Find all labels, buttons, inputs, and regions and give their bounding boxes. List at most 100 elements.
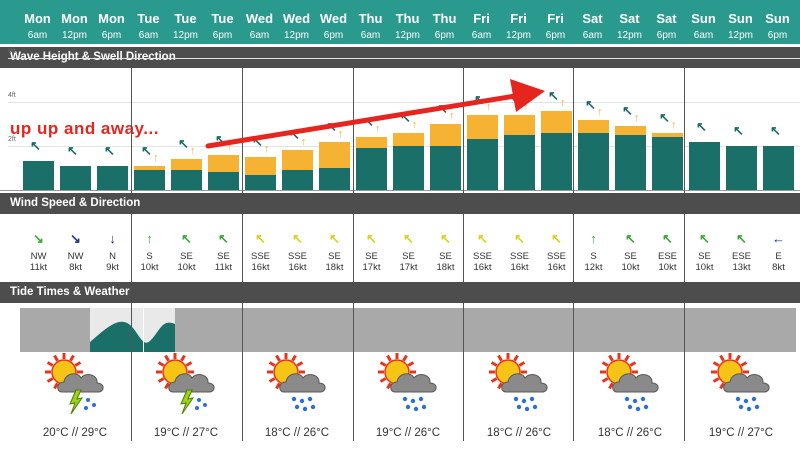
wind-wave-bar	[282, 150, 313, 171]
wind-arrow-icon: ↖	[662, 231, 673, 246]
swell-arrow-icon: ↖	[326, 118, 337, 134]
header-column: Fri 6am	[463, 0, 500, 44]
wind-arrow-icon: ↖	[551, 231, 562, 246]
swell-bar	[282, 170, 313, 190]
day-separator	[353, 214, 354, 282]
swell-bar	[97, 165, 128, 190]
header-time: 12pm	[616, 30, 642, 41]
header-time: 6am	[360, 30, 381, 41]
wind-direction: NW	[67, 251, 84, 262]
wind-wave-arrow-icon: ↑	[227, 140, 233, 153]
wind-wave-bar	[541, 110, 572, 133]
header-day: Sat	[656, 11, 677, 26]
wind-arrow-icon: ↖	[218, 231, 229, 246]
header-column: Thu 12pm	[389, 0, 426, 44]
day-separator	[684, 68, 685, 193]
wind-wave-arrow-icon: ↑	[375, 123, 381, 136]
wind-cell: ↖ SE 10kt	[687, 231, 722, 274]
swell-arrow-icon: ↖	[67, 142, 78, 158]
header-time: 6am	[582, 30, 603, 41]
day-separator	[463, 68, 464, 193]
swell-bar	[652, 137, 683, 190]
wind-direction: SE	[365, 251, 378, 262]
swell-arrow-icon: ↖	[770, 123, 781, 138]
wind-arrow-icon: ←	[772, 231, 785, 246]
swell-bar	[504, 135, 535, 190]
annotation-text: up up and away...	[10, 119, 159, 138]
swell-arrow-icon: ↖	[104, 142, 115, 158]
swell-arrow-icon: ↖	[511, 92, 522, 108]
wind-cell: ↖ SSE 16kt	[465, 232, 500, 274]
wind-speed: 10kt	[621, 262, 640, 273]
header-day: Mon	[24, 11, 51, 26]
swell-arrow-icon: ↖	[178, 136, 189, 152]
wind-wave-arrow-icon: ↑	[486, 101, 492, 114]
wind-wave-bar	[208, 154, 239, 173]
header-day: Mon	[61, 11, 88, 26]
swell-bar	[615, 135, 646, 190]
rain-icon	[267, 353, 326, 412]
wind-direction: SSE	[472, 251, 492, 262]
swell-arrow-icon: ↖	[215, 131, 226, 147]
wind-cell: ↘ NW 11kt	[21, 231, 56, 274]
swell-arrow-icon: ↖	[289, 127, 300, 143]
header-column: Tue 6pm	[204, 0, 241, 44]
wind-speed: 10kt	[140, 262, 159, 273]
header-column: Sun 6pm	[759, 0, 796, 44]
wind-arrow-icon: ↖	[292, 231, 303, 246]
wind-cell: ↖ ESE 13kt	[724, 232, 759, 274]
wind-direction: SE	[624, 251, 637, 262]
rain-icon	[489, 353, 548, 412]
header-column: Wed 12pm	[278, 0, 315, 44]
swell-bar	[430, 146, 461, 190]
header-column: Wed 6pm	[315, 0, 352, 44]
header-column: Sat 6pm	[648, 0, 685, 44]
wind-cell: ↘ NW 8kt	[58, 232, 93, 274]
y-axis-label: 4ft	[8, 92, 16, 99]
header-time: 6am	[138, 30, 159, 41]
swell-arrow-icon: ↖	[363, 114, 374, 130]
day-temperature: 19°C // 27°C	[153, 427, 219, 439]
header-day: Sun	[765, 11, 790, 26]
swell-arrow-icon: ↖	[659, 109, 670, 125]
wind-wave-bar	[504, 115, 535, 135]
header-time: 12pm	[61, 30, 87, 41]
wind-speed: 11kt	[214, 262, 233, 273]
day-separator	[573, 214, 574, 282]
wind-direction: ESE	[657, 251, 677, 262]
wind-arrow-icon: ↖	[514, 231, 525, 246]
wind-speed: 9kt	[106, 262, 119, 273]
wind-cell: ↖ SE 11kt	[206, 231, 241, 274]
wind-direction: SE	[180, 251, 193, 262]
header-column: Sun 6am	[685, 0, 722, 44]
wind-wave-arrow-icon: ↑	[597, 105, 603, 118]
day-separator	[131, 214, 132, 282]
day-temperature: 19°C // 26°C	[375, 427, 441, 439]
tide-section-header: Tide Times & Weather	[0, 282, 800, 303]
header-time: 6am	[27, 30, 48, 41]
rain-icon	[711, 353, 770, 412]
wind-cell: ↖ SE 18kt	[317, 232, 352, 274]
wind-arrow-icon: ↑	[590, 231, 597, 246]
wind-arrow-icon: ↖	[366, 231, 377, 246]
wind-cell: ↖ SE 10kt	[613, 232, 648, 274]
swell-bar	[726, 146, 757, 190]
swell-bar	[23, 161, 54, 190]
wind-arrow-icon: ↖	[699, 231, 710, 246]
header-day: Sun	[691, 11, 716, 26]
header-column: Sun 12pm	[722, 0, 759, 44]
header-column: Tue 12pm	[167, 0, 204, 44]
wind-arrow-icon: ↘	[33, 231, 44, 246]
wind-speed: 18kt	[436, 262, 455, 273]
wind-direction: SE	[402, 251, 415, 262]
header-column: Fri 6pm	[537, 0, 574, 44]
wind-direction: S	[590, 251, 597, 262]
header-time: 12pm	[394, 30, 420, 41]
wind-speed: 18kt	[325, 262, 344, 273]
swell-arrow-icon: ↖	[252, 134, 263, 149]
wind-direction: SE	[217, 251, 230, 262]
header-day: Sun	[728, 11, 753, 26]
swell-bar	[208, 172, 239, 190]
wind-cell: ↓ N 9kt	[95, 232, 130, 274]
wind-cell: ↑ S 12kt	[576, 231, 611, 274]
